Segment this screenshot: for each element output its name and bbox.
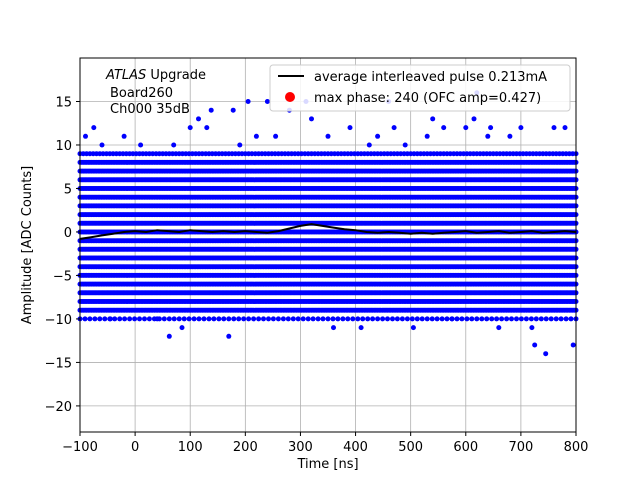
sample-point: [295, 316, 301, 322]
sample-point: [434, 316, 440, 322]
sample-point: [380, 316, 386, 322]
sample-point: [385, 316, 390, 322]
sample-point: [399, 316, 405, 322]
sample-point: [102, 316, 108, 322]
sample-point: [206, 316, 212, 322]
sample-point: [320, 316, 326, 322]
sample-point: [181, 316, 187, 322]
sample-point: [285, 316, 291, 322]
sample-point: [454, 316, 460, 322]
sample-point: [315, 316, 321, 322]
sample-point: [275, 316, 281, 322]
sample-point: [161, 316, 167, 322]
sample-point: [122, 316, 128, 322]
sample-point: [132, 316, 138, 322]
sample-point: [216, 316, 222, 322]
sample-point: [236, 316, 242, 322]
sample-point: [429, 316, 435, 322]
sample-point: [117, 316, 123, 322]
sample-point: [166, 316, 172, 322]
sample-point: [335, 316, 341, 322]
sample-point: [345, 316, 351, 322]
sample-point: [355, 316, 361, 322]
sample-point: [266, 316, 271, 322]
sample-point: [270, 316, 276, 322]
sample-point: [97, 316, 103, 322]
sample-point: [365, 316, 371, 322]
sample-point: [310, 316, 316, 322]
sample-point: [464, 316, 470, 322]
sample-point: [509, 316, 514, 322]
sample-point: [280, 316, 286, 322]
sample-point: [414, 316, 420, 322]
sample-point: [390, 316, 395, 322]
sample-point: [256, 316, 262, 322]
sample-point: [211, 316, 217, 322]
sample-point: [459, 316, 465, 322]
sample-point: [196, 316, 202, 322]
sample-points: [77, 90, 579, 357]
sample-point: [290, 316, 296, 322]
sample-point: [375, 316, 381, 322]
sample-point: [251, 316, 257, 322]
sample-point: [241, 316, 247, 322]
sample-point: [261, 316, 266, 322]
sample-point: [439, 316, 445, 322]
sample-point: [469, 316, 475, 322]
sample-point: [191, 316, 197, 322]
sample-point: [330, 316, 336, 322]
sample-point: [419, 316, 425, 322]
sample-point: [424, 316, 430, 322]
sample-point: [201, 316, 207, 322]
sample-point: [92, 316, 98, 322]
sample-point: [221, 316, 227, 322]
sample-point: [146, 316, 152, 322]
sample-point: [340, 316, 346, 322]
sample-point: [127, 316, 133, 322]
sample-point: [409, 316, 415, 322]
sample-point: [246, 316, 252, 322]
sample-point: [137, 316, 142, 322]
sample-point: [226, 316, 232, 322]
sample-point: [300, 316, 306, 322]
sample-point: [171, 316, 177, 322]
sample-point: [142, 316, 147, 322]
sample-point: [176, 316, 182, 322]
sample-point: [360, 316, 366, 322]
sample-point: [186, 316, 192, 322]
sample-point: [489, 316, 495, 322]
sample-point: [494, 316, 500, 322]
sample-point: [479, 316, 485, 322]
sample-point: [350, 316, 356, 322]
sample-point: [87, 316, 93, 322]
sample-point: [305, 316, 311, 322]
sample-point: [112, 316, 118, 322]
sample-point: [82, 316, 88, 322]
sample-point: [504, 316, 510, 322]
sample-point: [444, 316, 450, 322]
sample-point: [484, 316, 490, 322]
sample-point: [370, 316, 376, 322]
sample-point: [231, 316, 237, 322]
sample-point: [404, 316, 410, 322]
sample-point: [474, 316, 480, 322]
sample-point: [499, 316, 505, 322]
sample-point: [325, 316, 331, 322]
plot-area: [80, 58, 576, 432]
sample-point: [394, 316, 400, 322]
